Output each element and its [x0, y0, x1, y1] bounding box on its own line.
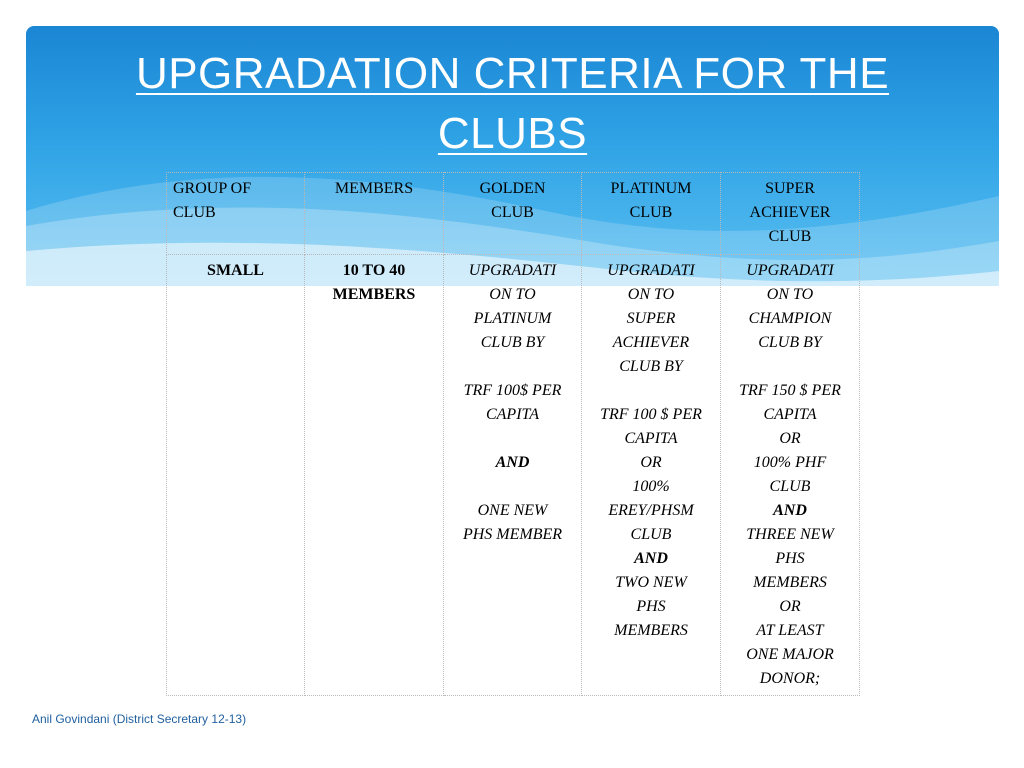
criteria-table: GROUP OF CLUB MEMBERS GOLDEN CLUB PLATIN…: [166, 172, 860, 696]
platinum-criteria-tail: TWO NEW PHS MEMBERS: [614, 574, 688, 639]
cell-group: SMALL: [166, 254, 305, 696]
cell-golden-criteria: UPGRADATI ON TO PLATINUM CLUB BY TRF 100…: [443, 254, 582, 696]
footer-author: Anil Govindani (District Secretary 12-13…: [32, 712, 247, 726]
super-and-label: AND: [773, 502, 807, 519]
golden-criteria-text: UPGRADATI ON TO PLATINUM CLUB BY TRF 100…: [463, 262, 562, 423]
table-header-row: GROUP OF CLUB MEMBERS GOLDEN CLUB PLATIN…: [166, 172, 860, 255]
platinum-and-label: AND: [634, 550, 668, 567]
golden-and-label: AND: [495, 454, 530, 471]
header-platinum-club: PLATINUM CLUB: [581, 172, 721, 255]
cell-super-criteria: UPGRADATI ON TO CHAMPION CLUB BY TRF 150…: [720, 254, 860, 696]
slide-title-line1: UPGRADATION CRITERIA FOR THE: [135, 49, 890, 98]
super-criteria-tail: THREE NEW PHS MEMBERS OR AT LEAST ONE MA…: [746, 526, 834, 687]
cell-members: 10 TO 40 MEMBERS: [304, 254, 444, 696]
table-row: SMALL 10 TO 40 MEMBERS UPGRADATI ON TO P…: [166, 254, 860, 696]
slide-title: UPGRADATION CRITERIA FOR THE CLUBS: [26, 44, 999, 164]
cell-platinum-criteria: UPGRADATI ON TO SUPER ACHIEVER CLUB BY T…: [581, 254, 721, 696]
super-criteria-text: UPGRADATI ON TO CHAMPION CLUB BY TRF 150…: [739, 262, 841, 495]
slide-title-line2: CLUBS: [437, 109, 588, 158]
golden-criteria-tail: ONE NEW PHS MEMBER: [462, 502, 563, 543]
header-members: MEMBERS: [304, 172, 444, 255]
header-super-achiever-club: SUPER ACHIEVER CLUB: [720, 172, 860, 255]
header-golden-club: GOLDEN CLUB: [443, 172, 582, 255]
header-group-of-club: GROUP OF CLUB: [166, 172, 305, 255]
platinum-criteria-text: UPGRADATI ON TO SUPER ACHIEVER CLUB BY T…: [600, 262, 702, 543]
